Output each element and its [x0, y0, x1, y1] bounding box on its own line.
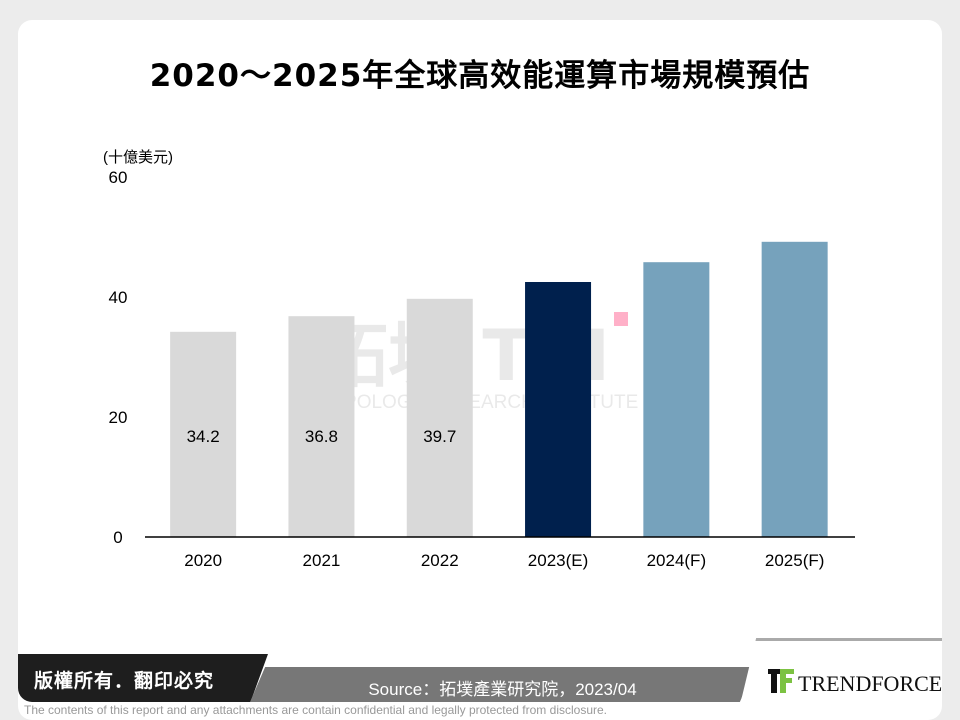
watermark-dot [614, 312, 628, 326]
disclaimer: The contents of this report and any atta… [24, 703, 607, 717]
data-label: 36.8 [305, 427, 338, 446]
bar-2021 [288, 316, 355, 537]
copyright-banner: 版權所有．翻印必究 [18, 654, 268, 702]
y-tick-label: 0 [113, 528, 122, 547]
source-banner: Source：拓墣產業研究院，2023/04 [250, 667, 755, 702]
bar-2023(E) [525, 282, 592, 537]
x-tick-label: 2021 [303, 551, 341, 570]
x-tick-label: 2022 [421, 551, 459, 570]
trendforce-logo-icon [768, 669, 794, 693]
x-tick-label: 2025(F) [765, 551, 825, 570]
data-label: 39.7 [423, 427, 456, 446]
x-tick-label: 2020 [184, 551, 222, 570]
x-tick-label: 2024(F) [647, 551, 707, 570]
copyright-text: 版權所有．翻印必究 [34, 670, 215, 692]
y-tick-label: 20 [109, 408, 128, 427]
x-tick-label: 2023(E) [528, 551, 588, 570]
bar-2020 [170, 331, 237, 537]
trendforce-logo: TRENDFORCE [740, 638, 942, 705]
y-tick-label: 40 [109, 288, 128, 307]
y-axis-unit: (十億美元) [103, 149, 173, 166]
data-label: 34.2 [187, 427, 220, 446]
chart-title: 2020～2025年全球高效能運算市場規模預估 [149, 58, 811, 94]
bar-2022 [406, 298, 473, 537]
bar-2025(F) [761, 241, 828, 538]
brand-name: TRENDFORCE [798, 671, 943, 696]
source-text: Source：拓墣產業研究院，2023/04 [368, 680, 637, 699]
bar-2024(F) [643, 262, 710, 537]
y-tick-label: 60 [109, 168, 128, 187]
